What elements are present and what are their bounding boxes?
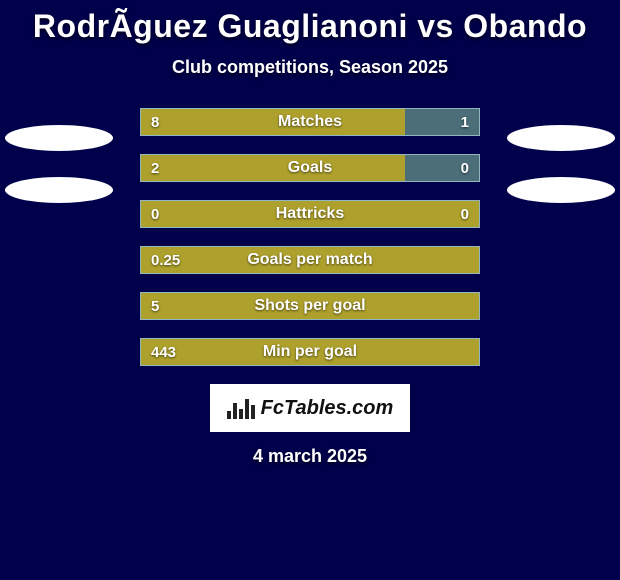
stat-row: 5Shots per goal <box>140 292 480 320</box>
stat-row: 00Hattricks <box>140 200 480 228</box>
stat-row: 443Min per goal <box>140 338 480 366</box>
stat-row: 81Matches <box>140 108 480 136</box>
page-title: RodrÃ­guez Guaglianoni vs Obando <box>0 0 620 45</box>
category-label: Goals per match <box>141 247 479 273</box>
stat-row: 20Goals <box>140 154 480 182</box>
player-right-badge <box>507 125 615 151</box>
category-label: Goals <box>141 155 479 181</box>
player-left-badge <box>5 177 113 203</box>
category-label: Hattricks <box>141 201 479 227</box>
player-right-badge <box>507 177 615 203</box>
date-label: 4 march 2025 <box>0 446 620 467</box>
comparison-chart: 81Matches 20Goals 00Hattricks 0.25Goals per… <box>140 108 480 366</box>
category-label: Matches <box>141 109 479 135</box>
logo-text: FcTables.com <box>261 397 394 420</box>
fctables-logo: FcTables.com <box>210 384 410 432</box>
category-label: Shots per goal <box>141 293 479 319</box>
stat-row: 0.25Goals per match <box>140 246 480 274</box>
bar-chart-icon <box>227 397 255 419</box>
category-label: Min per goal <box>141 339 479 365</box>
subtitle: Club competitions, Season 2025 <box>0 57 620 78</box>
player-left-badge <box>5 125 113 151</box>
